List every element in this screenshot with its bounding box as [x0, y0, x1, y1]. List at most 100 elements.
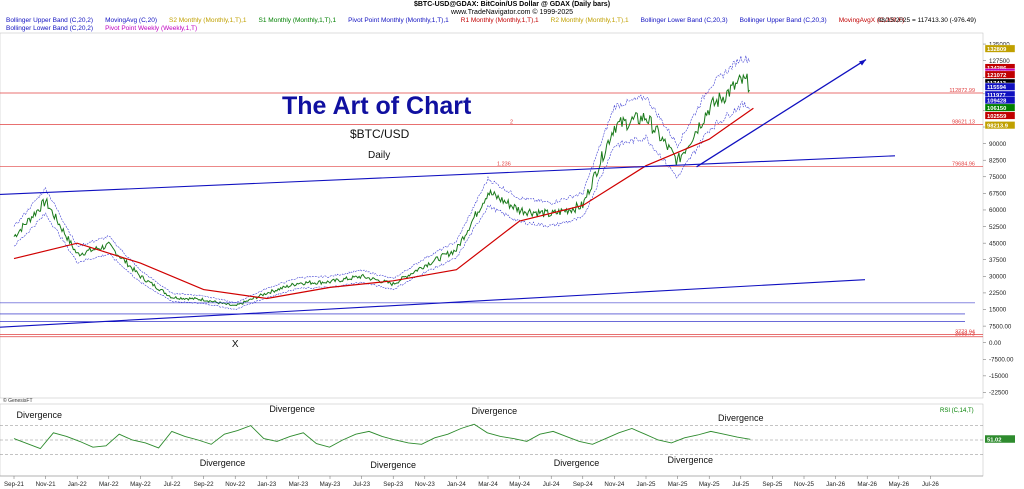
divergence-label: Divergence	[17, 410, 63, 420]
y-tick-label: -22500	[989, 390, 1009, 397]
projection-arrow-line	[696, 58, 867, 168]
last-price-info: 08/15/2025 = 117413.30 (-976.49)	[877, 17, 976, 24]
study-legend-row-2: Bollinger Lower Band (C,20,2) Pivot Point…	[6, 25, 209, 33]
projection-arrow-head	[859, 59, 866, 66]
x-tick-label: Mar-24	[478, 481, 498, 488]
x-tick-label: Nov-21	[36, 481, 57, 488]
price-pane-frame	[0, 32, 984, 399]
y-tick-label: 15000	[989, 307, 1007, 314]
y-tick-label: 0.00	[989, 340, 1002, 347]
level-label: 79684.96	[952, 161, 975, 167]
symbol-label: $BTC/USD	[350, 127, 410, 141]
price-series-line	[13, 73, 750, 307]
x-tick-label: Sep-24	[573, 481, 594, 488]
y-tick-label: 52500	[989, 224, 1007, 231]
watermark-text: © GenesisFT	[3, 398, 33, 404]
x-tick-label: Jul-23	[353, 481, 370, 488]
study-legend-item: S1 Monthly (Monthly,1,T),1	[258, 17, 337, 24]
x-tick-label: Mar-26	[857, 481, 877, 488]
price-box-label: 106150	[987, 106, 1006, 112]
level-label: 112872.99	[949, 88, 975, 94]
study-legend-item: Pivot Point Monthly (Monthly,1,T),1	[348, 17, 449, 24]
bollinger-upper-band	[13, 55, 750, 303]
y-tick-label: 90000	[989, 141, 1007, 148]
divergence-label: Divergence	[269, 404, 315, 414]
y-tick-label: 75000	[989, 174, 1007, 181]
study-legend-item: MovingAvg (C,20)	[105, 17, 157, 24]
x-tick-label: May-22	[130, 481, 151, 488]
x-tick-label: May-26	[888, 481, 909, 488]
price-box-label: 132809	[987, 47, 1007, 53]
chart-title: $BTC-USD@GDAX: BitCoin/US Dollar @ GDAX …	[413, 1, 611, 8]
divergence-label: Divergence	[370, 460, 416, 470]
lower-channel-trendline	[0, 279, 866, 328]
fib-label: 1.236	[497, 161, 511, 167]
x-tick-label: Jul-22	[164, 481, 181, 488]
x-tick-label: Nov-23	[415, 481, 436, 488]
price-box-label: 109428	[987, 99, 1007, 105]
price-box	[984, 103, 1016, 112]
y-tick-label: 67500	[989, 191, 1007, 198]
chart-header: $BTC-USD@GDAX: BitCoin/US Dollar @ GDAX …	[0, 0, 1024, 36]
study-legend-item: Bollinger Upper Band (C,20,3)	[739, 17, 827, 24]
level-label: 98621.13	[952, 120, 975, 126]
divergence-label: Divergence	[472, 406, 518, 416]
study-legend-item: MovingAvgX (C,200,F)	[838, 17, 905, 24]
y-tick-label: -15000	[989, 373, 1009, 380]
x-tick-label: Sep-22	[194, 481, 215, 488]
y-tick-label: 30000	[989, 274, 1007, 281]
price-box-label: 121072	[987, 73, 1006, 79]
level-label: 3773.94	[955, 329, 975, 335]
study-legend-row-1: Bollinger Upper Band (C,20,2) MovingAvg (…	[6, 17, 916, 25]
x-tick-label: May-23	[320, 481, 341, 488]
y-tick-label: 45000	[989, 240, 1007, 247]
upper-channel-trendline	[0, 155, 896, 196]
x-tick-label: May-25	[699, 481, 720, 488]
divergence-label: Divergence	[667, 455, 713, 465]
price-box-label: 111977	[987, 93, 1006, 99]
y-tick-label: 22500	[989, 290, 1007, 297]
study-legend-item: Bollinger Upper Band (C,20,2)	[6, 17, 94, 24]
brand-title: The Art of Chart	[282, 92, 472, 120]
price-box-label: 102559	[987, 114, 1007, 120]
x-tick-label: Mar-25	[668, 481, 688, 488]
rsi-line	[13, 423, 751, 450]
study-legend-item: R2 Monthly (Monthly,1,T),1	[550, 17, 629, 24]
price-box-label: 115594	[987, 85, 1007, 91]
x-tick-label: Nov-25	[794, 481, 815, 488]
level-label: 2698.73	[955, 332, 975, 338]
y-tick-label: 37500	[989, 257, 1007, 264]
x-tick-label: Nov-24	[604, 481, 625, 488]
study-legend-item: R1 Monthly (Monthly,1,T),1	[460, 17, 539, 24]
price-box	[984, 44, 1016, 53]
study-legend-item: S2 Monthly (Monthly,1,T),1	[168, 17, 247, 24]
x-tick-label: Jul-24	[543, 481, 560, 488]
rsi-value-box	[985, 435, 1015, 443]
timeframe-label: Daily	[368, 150, 391, 161]
x-tick-label: Nov-22	[225, 481, 246, 488]
divergence-label: Divergence	[200, 458, 246, 468]
x-tick-label: Sep-25	[762, 481, 783, 488]
x-tick-label: Mar-23	[289, 481, 309, 488]
price-box	[984, 111, 1016, 120]
price-box	[984, 121, 1016, 130]
study-legend-item: Bollinger Lower Band (C,20,2)	[6, 25, 94, 32]
x-tick-label: Jan-25	[637, 481, 656, 488]
divergence-label: Divergence	[718, 413, 764, 423]
rsi-title: RSI (C,14,T)	[940, 408, 974, 414]
y-tick-label: 127500	[989, 58, 1010, 65]
x-tick-label: May-24	[509, 481, 530, 488]
rsi-value-label: 51.02	[987, 437, 1002, 443]
x-marker-label: X	[232, 339, 239, 350]
x-tick-label: Sep-23	[383, 481, 404, 488]
x-tick-label: Mar-22	[99, 481, 119, 488]
price-box	[984, 82, 1016, 91]
y-tick-label: 60000	[989, 207, 1007, 214]
x-tick-label: Jan-24	[447, 481, 466, 488]
study-legend-item: Bollinger Lower Band (C,20,3)	[640, 17, 728, 24]
divergence-label: Divergence	[554, 458, 600, 468]
x-tick-label: Jul-25	[732, 481, 749, 488]
bollinger-lower-band	[13, 100, 750, 310]
x-tick-label: Jan-22	[68, 481, 87, 488]
